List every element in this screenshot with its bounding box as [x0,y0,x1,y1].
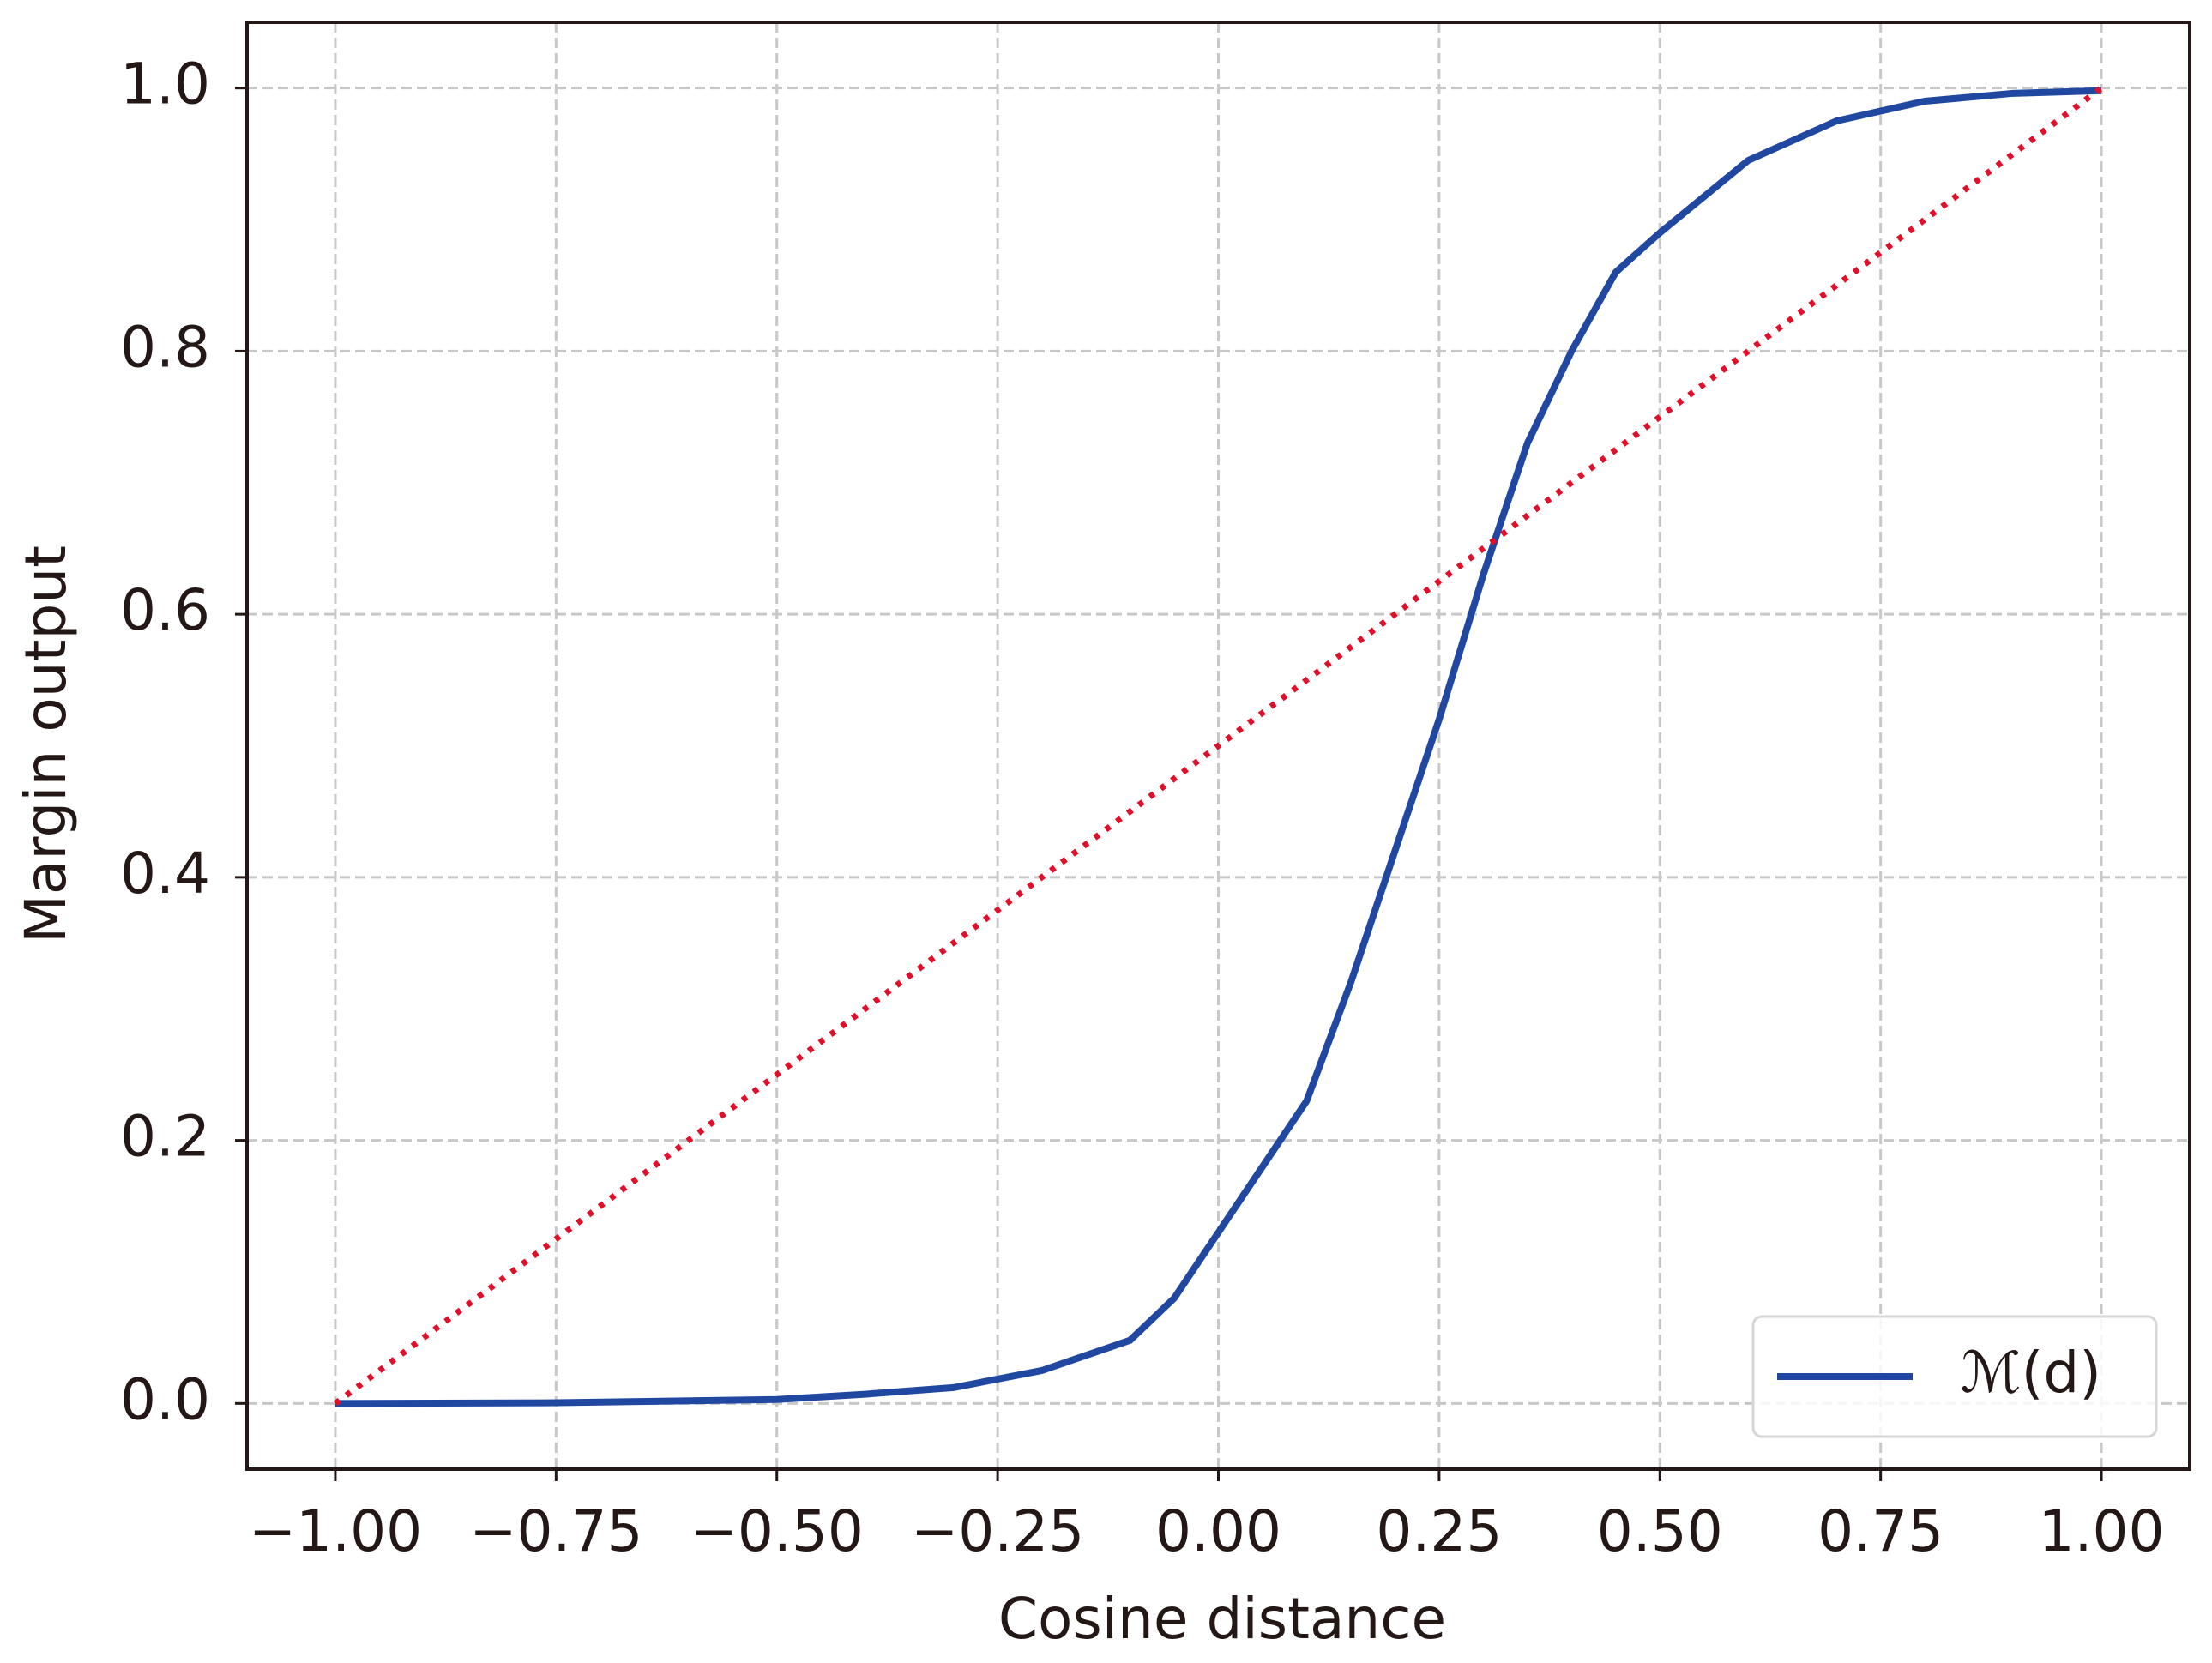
plot-frame [245,21,2191,1471]
x-tick-label: 0.00 [1155,1498,1281,1564]
y-tick-label: 0.4 [120,841,210,907]
x-tick-label: −0.50 [690,1498,864,1564]
y-tick-label: 0.6 [120,577,210,643]
x-tick-label: 0.50 [1597,1498,1723,1564]
legend-box [1751,1315,2158,1438]
legend-label: ℳ(d) [1961,1340,2101,1406]
series-line [335,87,2102,1407]
x-tick-label: −1.00 [249,1498,422,1564]
x-tick-label: −0.75 [469,1498,642,1564]
x-tick-label: 0.25 [1376,1498,1502,1564]
y-tick-label: 0.8 [120,314,210,380]
y-tick-label: 0.0 [120,1366,210,1432]
y-tick-label: 0.2 [120,1104,210,1170]
x-tick-label: 1.00 [2039,1498,2165,1564]
series-line [333,85,2104,1407]
y-axis-label: Margin output [13,545,79,943]
y-tick-label: 1.0 [120,51,210,117]
x-tick-label: 0.75 [1817,1498,1944,1564]
x-tick-label: −0.25 [911,1498,1084,1564]
x-axis-label: Cosine distance [998,1586,1446,1652]
